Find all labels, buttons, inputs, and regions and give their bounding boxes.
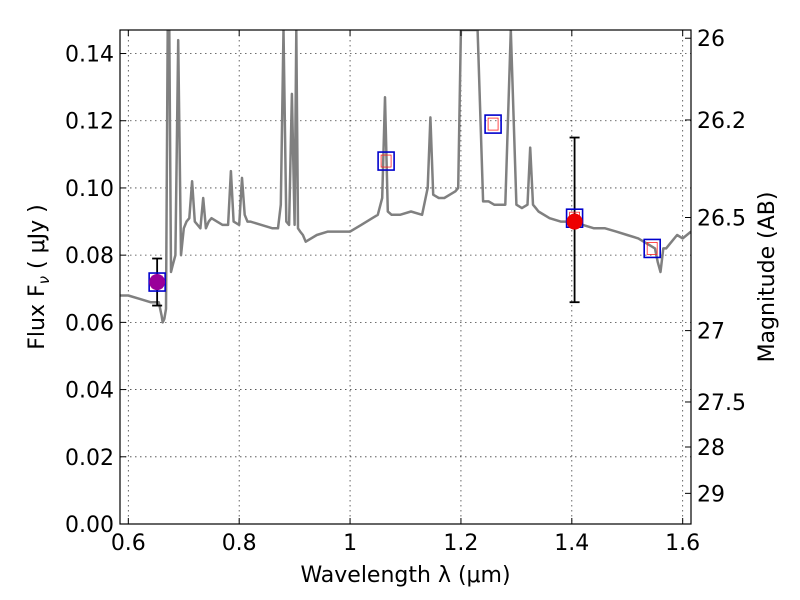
y-tick-label: 0.14 [65,43,114,68]
x-tick-label: 0.8 [222,531,257,556]
plot-data [120,30,691,324]
y-axis-label-group: Flux Fν ( μJy ) [25,204,53,349]
axes: 0.6 0.8 1 1.2 1.4 1.6 0.00 0.02 0.04 0.06 0.08 0.10… [65,27,746,556]
model-point-box [484,114,502,134]
plot-frame [119,29,692,525]
y-tick-label: 0.12 [65,110,114,135]
x-tick-label: 0.6 [111,531,146,556]
y-tick-label: 0.04 [65,379,114,404]
y-tick-label: 0.02 [65,446,114,471]
model-point-box [643,238,661,259]
x-tick-label: 1.6 [665,531,700,556]
y2-tick-label: 26.2 [697,109,746,134]
y-axis-label: Flux F [25,284,50,349]
svg-text:Flux Fν ( μJy ): Flux Fν ( μJy ) [25,204,53,349]
y-axis-label-units: ( μJy ) [25,204,50,269]
y2-tick-label: 26.5 [697,206,746,231]
spectrum-line [120,30,691,324]
x-tick-label: 1 [343,531,357,556]
model-point-inner [487,117,499,131]
grid [120,30,691,525]
x-tick-label: 1.4 [554,531,589,556]
y-tick-label: 0.00 [65,513,114,538]
y2-tick-label: 29 [697,482,725,507]
observed-point [566,213,583,230]
model-point-inner [380,154,392,168]
x-axis-label: Wavelength λ (μm) [300,563,510,588]
y2-axis-label: Magnitude (AB) [755,192,780,363]
observed-point [149,274,166,291]
y2-tick-label: 27 [697,320,725,345]
x-tick-label: 1.2 [443,531,478,556]
model-point-inner [646,242,658,255]
y2-tick-label: 28 [697,436,725,461]
y-tick-label: 0.06 [65,311,114,336]
y2-tick-label: 26 [697,27,725,52]
model-point-box [377,151,395,171]
y2-tick-label: 27.5 [697,391,746,416]
y-axis-label-subscript: ν [35,276,53,284]
y-tick-label: 0.10 [65,177,114,202]
y-tick-label: 0.08 [65,244,114,269]
